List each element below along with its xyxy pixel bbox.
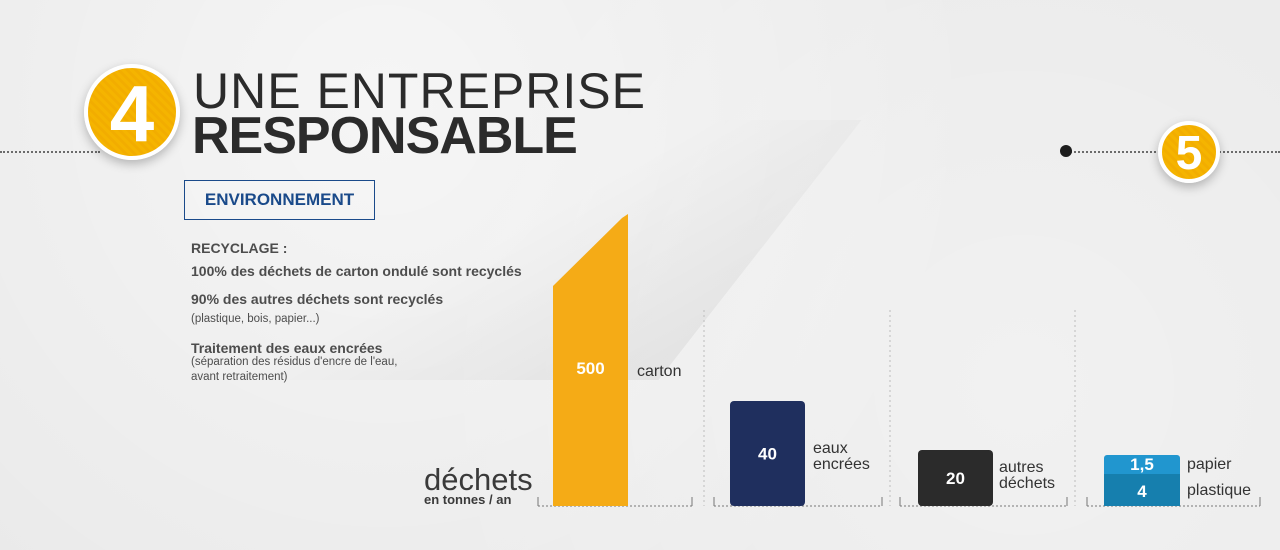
title-line-2: RESPONSABLE: [192, 107, 578, 165]
timeline-middle: [1067, 151, 1167, 153]
bar-2: [730, 401, 805, 506]
bar-carton: [553, 214, 628, 506]
category-label-2-2: encrées: [813, 456, 870, 473]
unit-label: déchets: [424, 462, 533, 497]
timeline-right: [1212, 151, 1280, 153]
bar-papier: [1104, 455, 1180, 478]
bar-plastique: [1104, 474, 1180, 506]
timeline-dot: [1060, 145, 1072, 157]
recycling-line-3: Traitement des eaux encrées: [191, 340, 383, 356]
section-label-box: ENVIRONNEMENT: [184, 180, 375, 220]
recycling-line-3-sub-1: (séparation des résidus d'encre de l'eau…: [191, 356, 398, 368]
section-badge: 4: [84, 64, 180, 160]
recycling-line-3-sub-2: avant retraitement): [191, 371, 288, 383]
timeline-left: [0, 151, 100, 153]
section-label: ENVIRONNEMENT: [204, 190, 355, 209]
section-number: 4: [109, 69, 155, 158]
category-label-4-1: papier: [1187, 456, 1232, 473]
bar-value-papier: 1,5: [1130, 455, 1154, 474]
bar-value-2: 40: [758, 445, 777, 464]
unit-sublabel: en tonnes / an: [424, 492, 512, 507]
recycling-line-2-sub: (plastique, bois, papier...): [191, 313, 320, 325]
recycling-heading: RECYCLAGE :: [191, 240, 288, 256]
category-label-3-2: déchets: [999, 475, 1055, 492]
recycling-line-1: 100% des déchets de carton ondulé sont r…: [191, 263, 522, 279]
bar-3: [918, 450, 993, 506]
next-section-number: 5: [1175, 127, 1203, 180]
category-label-3-1: autres: [999, 459, 1043, 476]
recycling-line-2: 90% des autres déchets sont recyclés: [191, 291, 444, 307]
category-label-1-1: carton: [637, 363, 681, 380]
category-label-2-1: eaux: [813, 440, 848, 457]
bar-value-1: 500: [576, 359, 604, 378]
bar-value-plastique: 4: [1137, 482, 1147, 501]
next-section-badge[interactable]: 5: [1158, 121, 1220, 183]
category-label-4-2: plastique: [1187, 482, 1251, 499]
title-line-1: UNE ENTREPRISE: [193, 63, 646, 119]
bar-value-3: 20: [946, 469, 965, 488]
